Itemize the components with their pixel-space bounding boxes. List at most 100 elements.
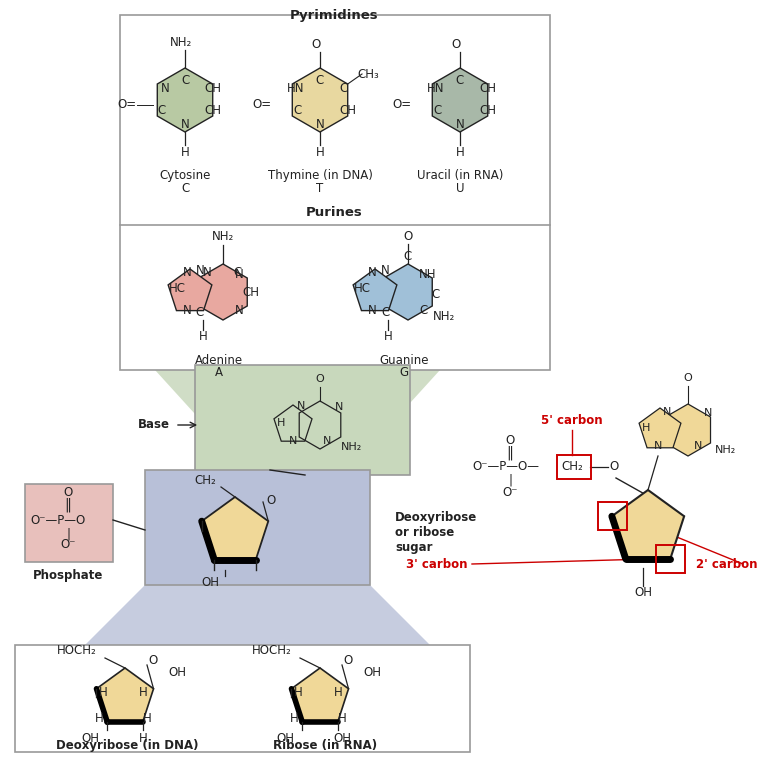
Text: O⁻—P—O—: O⁻—P—O— xyxy=(472,461,539,473)
Text: U: U xyxy=(455,182,464,195)
Text: H: H xyxy=(98,686,108,698)
Text: HC: HC xyxy=(353,281,370,295)
Text: O: O xyxy=(505,433,515,447)
Text: N: N xyxy=(368,265,376,278)
FancyBboxPatch shape xyxy=(145,470,370,585)
Text: CH₂: CH₂ xyxy=(194,473,216,486)
Text: CH: CH xyxy=(479,105,496,118)
Text: N: N xyxy=(183,265,191,278)
Text: CH: CH xyxy=(479,83,496,96)
Text: CH: CH xyxy=(204,83,221,96)
Text: N: N xyxy=(296,401,305,411)
Text: N: N xyxy=(235,268,243,280)
Polygon shape xyxy=(155,370,440,425)
Text: H: H xyxy=(276,418,285,428)
Text: C: C xyxy=(381,306,389,318)
Text: OH: OH xyxy=(276,731,294,745)
Text: H: H xyxy=(316,145,324,159)
Text: H: H xyxy=(293,686,303,698)
Text: Base: Base xyxy=(138,419,170,432)
Text: N: N xyxy=(316,118,324,131)
Text: N: N xyxy=(235,303,243,316)
Text: HC: HC xyxy=(168,281,186,295)
Text: Deoxyribose
or ribose
sugar: Deoxyribose or ribose sugar xyxy=(395,511,477,553)
Text: O⁻: O⁻ xyxy=(60,539,76,552)
Text: N: N xyxy=(368,303,376,316)
Text: C: C xyxy=(420,303,428,316)
Text: H: H xyxy=(338,711,346,724)
Text: T: T xyxy=(316,182,323,195)
Text: |: | xyxy=(508,473,512,486)
Text: O: O xyxy=(316,374,324,384)
Text: C: C xyxy=(404,249,412,262)
Text: H: H xyxy=(139,731,147,745)
Text: H: H xyxy=(143,711,151,724)
Text: N: N xyxy=(203,265,211,278)
Text: N: N xyxy=(323,436,331,446)
Text: N: N xyxy=(381,264,389,277)
Polygon shape xyxy=(612,490,684,559)
Text: H: H xyxy=(455,145,465,159)
Text: CH₃: CH₃ xyxy=(357,68,379,81)
Text: H: H xyxy=(139,686,147,698)
Text: H: H xyxy=(384,331,392,344)
Text: Thymine (in DNA): Thymine (in DNA) xyxy=(267,169,372,182)
Text: H: H xyxy=(199,331,207,344)
Text: C: C xyxy=(432,287,440,300)
Text: O: O xyxy=(311,37,320,50)
Polygon shape xyxy=(639,408,681,448)
Text: Guanine: Guanine xyxy=(379,353,429,366)
Text: C: C xyxy=(233,265,241,278)
Text: CH: CH xyxy=(339,105,356,118)
Text: Deoxyribose (in DNA): Deoxyribose (in DNA) xyxy=(56,739,198,752)
Text: NH₂: NH₂ xyxy=(433,311,455,324)
Text: ‖: ‖ xyxy=(507,446,514,461)
Text: C: C xyxy=(340,83,348,96)
Polygon shape xyxy=(432,68,488,132)
Text: H: H xyxy=(333,686,343,698)
Text: 3' carbon: 3' carbon xyxy=(406,558,468,571)
Text: N: N xyxy=(703,408,712,418)
Polygon shape xyxy=(157,68,213,132)
Text: C: C xyxy=(196,306,204,318)
Polygon shape xyxy=(666,404,710,456)
Text: O: O xyxy=(403,230,412,242)
Text: N: N xyxy=(180,118,190,131)
Text: H: H xyxy=(290,711,299,724)
Text: OH: OH xyxy=(333,731,351,745)
FancyBboxPatch shape xyxy=(120,15,550,370)
Text: NH: NH xyxy=(419,268,437,280)
Text: OH: OH xyxy=(81,731,99,745)
Text: O: O xyxy=(266,493,276,506)
Text: Phosphate: Phosphate xyxy=(33,568,103,581)
Text: HOCH₂: HOCH₂ xyxy=(57,644,97,657)
Text: CH₂: CH₂ xyxy=(561,461,583,473)
Text: N: N xyxy=(654,441,662,451)
Text: Uracil (in RNA): Uracil (in RNA) xyxy=(417,169,503,182)
Text: N: N xyxy=(183,303,191,316)
Text: H: H xyxy=(94,711,104,724)
Text: N: N xyxy=(289,436,297,446)
Text: O: O xyxy=(684,373,693,383)
Text: HN: HN xyxy=(287,83,305,96)
Polygon shape xyxy=(85,585,430,645)
Text: N: N xyxy=(694,441,702,451)
Text: |: | xyxy=(66,527,70,540)
Text: O: O xyxy=(148,654,157,667)
Text: C: C xyxy=(434,105,442,118)
Text: 5' carbon: 5' carbon xyxy=(541,413,603,426)
Text: C: C xyxy=(316,74,324,87)
Text: O: O xyxy=(64,486,73,499)
FancyBboxPatch shape xyxy=(15,645,470,752)
Text: 2' carbon: 2' carbon xyxy=(697,558,758,571)
Text: O: O xyxy=(452,37,461,50)
Text: O⁻: O⁻ xyxy=(502,486,518,499)
Text: C: C xyxy=(181,74,189,87)
Text: OH: OH xyxy=(634,587,652,600)
Text: N: N xyxy=(196,264,204,277)
Polygon shape xyxy=(97,668,154,722)
Text: O: O xyxy=(343,654,353,667)
Polygon shape xyxy=(199,264,247,320)
FancyBboxPatch shape xyxy=(25,484,113,562)
Text: O=: O= xyxy=(392,97,412,110)
